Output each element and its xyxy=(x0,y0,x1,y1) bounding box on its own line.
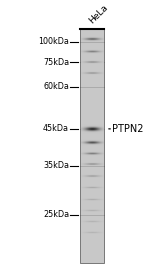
Text: PTPN2: PTPN2 xyxy=(112,124,143,134)
Text: 35kDa: 35kDa xyxy=(43,161,69,171)
Text: 100kDa: 100kDa xyxy=(38,37,69,46)
Text: 45kDa: 45kDa xyxy=(43,124,69,133)
Text: HeLa: HeLa xyxy=(87,3,110,26)
Text: 25kDa: 25kDa xyxy=(43,210,69,219)
Text: 75kDa: 75kDa xyxy=(43,58,69,67)
FancyBboxPatch shape xyxy=(1,12,144,268)
Text: 60kDa: 60kDa xyxy=(43,82,69,91)
FancyBboxPatch shape xyxy=(80,28,104,263)
